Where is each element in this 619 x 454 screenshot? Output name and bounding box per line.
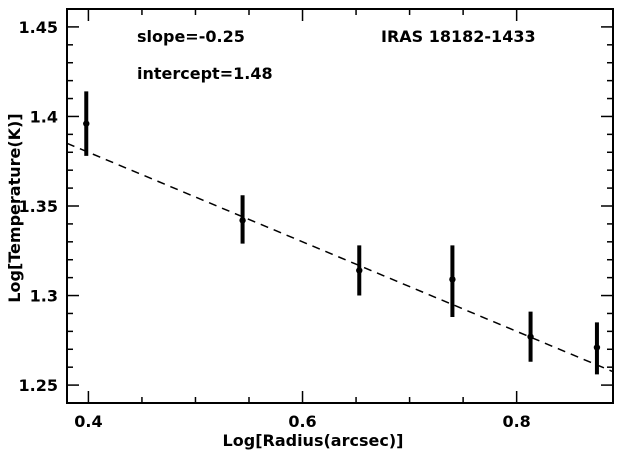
x-axis-label: Log[Radius(arcsec)]: [223, 431, 404, 450]
y-axis: 1.25 1.3 1.35 1.4 1.45: [19, 8, 613, 404]
intercept-annotation: intercept=1.48: [137, 64, 273, 83]
data-point: [593, 344, 601, 351]
x-axis: 0.4 0.6 0.8: [74, 9, 531, 431]
data-points: [83, 91, 601, 375]
y-tick-label: 1.25: [19, 376, 58, 395]
y-tick-label: 1.35: [19, 197, 58, 216]
data-point: [83, 120, 90, 127]
fit-line: [66, 142, 614, 373]
y-tick-label: 1.45: [19, 18, 58, 37]
y-tick-label: 1.4: [30, 107, 58, 126]
data-point: [527, 333, 534, 340]
y-tick-label: 1.3: [30, 287, 58, 306]
slope-annotation: slope=-0.25: [137, 27, 245, 46]
y-axis-label: Log[Temperature(K)]: [5, 113, 24, 302]
x-tick-label: 0.8: [502, 412, 530, 431]
x-tick-label: 0.4: [74, 412, 102, 431]
data-point: [239, 217, 246, 224]
data-point: [449, 276, 456, 283]
x-tick-label: 0.6: [288, 412, 316, 431]
source-annotation: IRAS 18182-1433: [381, 27, 536, 46]
data-point: [356, 267, 363, 274]
